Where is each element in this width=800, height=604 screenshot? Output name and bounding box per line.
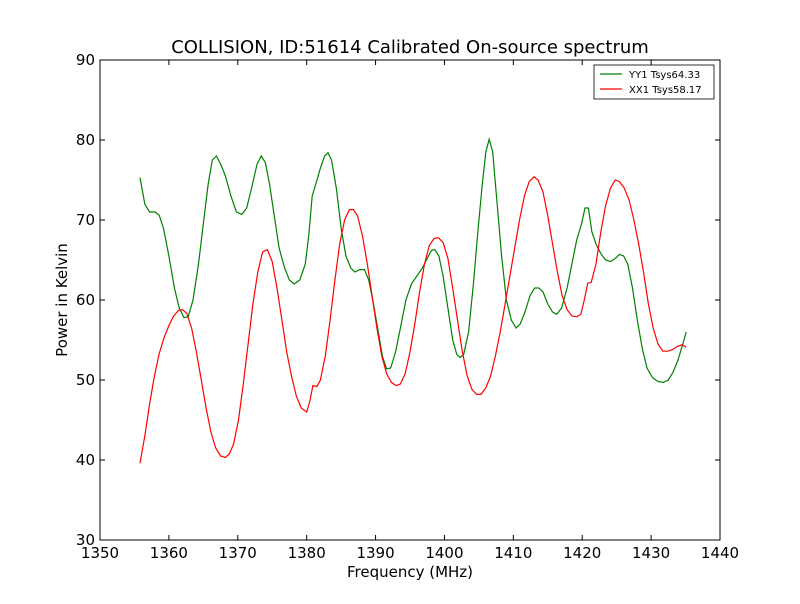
y-axis-label: Power in Kelvin (53, 243, 71, 357)
series-layer (139, 136, 687, 464)
y-tick-label: 70 (76, 211, 95, 229)
x-tick-label: 1360 (150, 544, 188, 562)
x-tick-label: 1440 (701, 544, 739, 562)
y-tick-label: 60 (76, 291, 95, 309)
y-tick-label: 50 (76, 371, 95, 389)
y-axis-ticks: 30 40 50 60 70 80 90 (76, 51, 720, 549)
x-tick-label: 1380 (288, 544, 326, 562)
x-tick-label: 1350 (81, 544, 119, 562)
x-tick-label: 1390 (356, 544, 394, 562)
x-tick-label: 1370 (219, 544, 257, 562)
y-tick-label: 40 (76, 451, 95, 469)
chart-title: COLLISION, ID:51614 Calibrated On-source… (171, 37, 649, 58)
series-line-yy1 (139, 136, 687, 384)
legend-label-yy1: YY1 Tsys64.33 (628, 70, 700, 81)
series-line-xx1 (139, 176, 687, 464)
legend-label-xx1: XX1 Tsys58.17 (629, 85, 702, 96)
x-tick-label: 1430 (632, 544, 670, 562)
x-axis-ticks: 1350 1360 1370 1380 1390 1400 1410 1420 1430 1440 (81, 60, 739, 562)
legend: YY1 Tsys64.33 XX1 Tsys58.17 (593, 64, 715, 100)
legend-box (593, 64, 715, 100)
x-axis-label: Frequency (MHz) (347, 563, 473, 581)
y-tick-label: 80 (76, 131, 95, 149)
x-tick-label: 1400 (425, 544, 463, 562)
y-tick-label: 30 (76, 531, 95, 549)
x-tick-label: 1420 (563, 544, 601, 562)
x-tick-label: 1410 (494, 544, 532, 562)
y-tick-label: 90 (76, 51, 95, 69)
